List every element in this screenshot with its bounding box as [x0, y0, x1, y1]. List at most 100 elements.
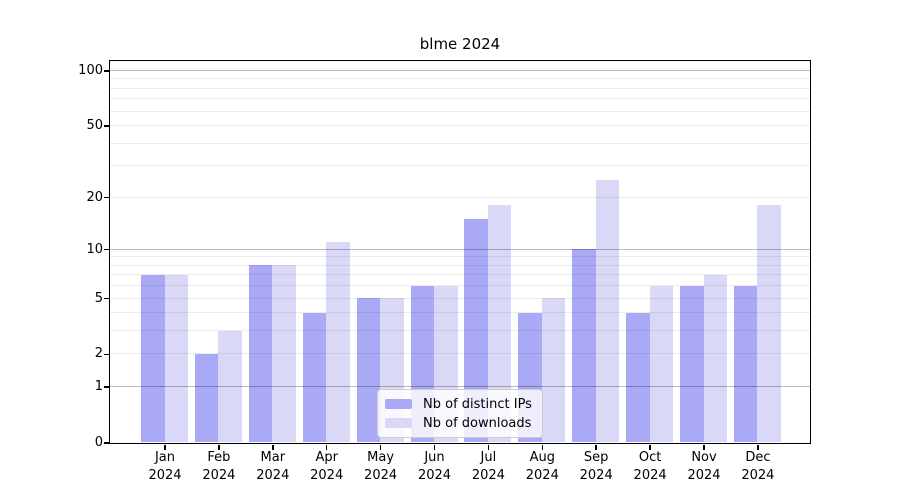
- x-axis-tick-label: Jan 2024: [130, 449, 200, 484]
- bar-downloads: [703, 274, 727, 443]
- legend-item-distinct-ips: Nb of distinct IPs: [385, 396, 542, 413]
- gridline-minor: [109, 274, 810, 276]
- gridline-minor: [109, 78, 810, 80]
- gridline-major: [109, 248, 810, 250]
- x-tick-year: 2024: [364, 467, 398, 483]
- x-axis-tick-label: Dec 2024: [723, 449, 793, 484]
- x-tick-month: Jan: [154, 450, 176, 465]
- gridline-minor: [109, 142, 810, 144]
- x-axis-tick-label: Jun 2024: [400, 449, 470, 484]
- y-axis-tick: [103, 248, 109, 251]
- x-axis-tick: [379, 444, 382, 450]
- bar-distinct-ips: [248, 265, 273, 443]
- y-axis-tick-label: 10: [86, 241, 103, 257]
- x-tick-year: 2024: [633, 467, 667, 483]
- legend: Nb of distinct IPs Nb of downloads: [377, 389, 543, 438]
- y-axis-tick-label: 2: [94, 346, 103, 362]
- gridline-minor: [109, 353, 810, 355]
- x-axis-tick: [595, 444, 597, 450]
- bar-downloads: [487, 205, 512, 443]
- x-tick-year: 2024: [525, 467, 559, 483]
- y-axis-tick: [103, 125, 109, 127]
- x-axis-tick: [433, 444, 436, 450]
- gridline-minor: [109, 165, 810, 167]
- gridline-minor: [109, 125, 810, 127]
- x-tick-month: Mar: [260, 450, 286, 465]
- x-axis-tick-label: Apr 2024: [292, 449, 362, 484]
- y-axis-tick-label: 5: [94, 290, 103, 306]
- x-axis-tick: [703, 444, 705, 450]
- x-tick-month: Jun: [424, 450, 445, 465]
- gridline-minor: [109, 98, 810, 100]
- y-axis-tick: [103, 196, 109, 199]
- bar-distinct-ips: [733, 285, 758, 443]
- bar-downloads: [541, 298, 566, 443]
- x-tick-year: 2024: [417, 467, 452, 483]
- bar-downloads: [218, 330, 242, 443]
- x-tick-month: Sep: [583, 450, 609, 465]
- y-axis-tick: [103, 442, 109, 444]
- bar-distinct-ips: [194, 353, 219, 443]
- x-axis-tick-label: Jul 2024: [453, 449, 523, 484]
- x-axis-tick: [325, 444, 328, 450]
- x-tick-month: Aug: [529, 450, 555, 465]
- y-axis-tick: [103, 70, 109, 72]
- bar-downloads: [326, 242, 350, 443]
- x-tick-year: 2024: [471, 467, 505, 483]
- x-tick-year: 2024: [310, 467, 344, 483]
- bar-distinct-ips: [302, 312, 327, 443]
- bar-distinct-ips: [572, 249, 596, 443]
- bar-distinct-ips: [464, 219, 488, 443]
- x-axis-tick-label: Mar 2024: [238, 449, 308, 484]
- x-axis-tick: [487, 444, 490, 450]
- x-axis-tick: [541, 444, 544, 450]
- plot-area: [108, 59, 811, 444]
- x-axis-tick-label: Oct 2024: [615, 449, 685, 484]
- x-tick-month: Jul: [480, 450, 497, 465]
- chart-title: blme 2024: [419, 35, 501, 53]
- bar-downloads: [272, 265, 296, 443]
- gridline-minor: [109, 264, 810, 266]
- x-tick-month: May: [367, 450, 395, 465]
- gridline-minor: [109, 312, 810, 314]
- x-tick-year: 2024: [579, 467, 613, 483]
- x-tick-month: Dec: [745, 450, 771, 465]
- x-axis-tick-label: Nov 2024: [669, 449, 739, 484]
- x-axis-tick: [164, 444, 166, 450]
- x-axis-tick-label: Feb 2024: [184, 449, 254, 484]
- bar-distinct-ips: [141, 274, 165, 443]
- bar-distinct-ips: [680, 285, 704, 443]
- bar-distinct-ips: [626, 312, 650, 443]
- x-axis-tick-label: May 2024: [346, 449, 416, 484]
- bar-downloads: [649, 285, 674, 443]
- bar-distinct-ips: [356, 298, 381, 443]
- x-axis-tick: [218, 444, 220, 450]
- gridline-minor: [109, 285, 810, 287]
- y-axis-tick: [103, 297, 109, 300]
- legend-label-downloads: Nb of downloads: [423, 415, 532, 431]
- x-tick-month: Apr: [315, 450, 338, 465]
- bar-downloads: [757, 205, 781, 443]
- y-axis-tick-label: 100: [78, 62, 103, 78]
- gridline-minor: [109, 297, 810, 299]
- gridline-minor: [109, 196, 810, 198]
- x-tick-year: 2024: [687, 467, 721, 483]
- x-tick-month: Nov: [691, 450, 717, 465]
- gridline-major: [109, 69, 810, 71]
- gridline-minor: [109, 256, 810, 258]
- x-tick-year: 2024: [256, 467, 290, 483]
- x-axis-tick: [757, 444, 759, 450]
- y-axis-tick-label: 1: [94, 379, 103, 395]
- y-axis-tick-label: 20: [86, 189, 103, 205]
- y-axis-tick-label: 0: [94, 435, 103, 450]
- y-axis-tick-label: 50: [86, 118, 103, 134]
- bar-downloads: [164, 274, 188, 443]
- x-tick-year: 2024: [202, 467, 236, 483]
- y-axis-tick: [103, 386, 109, 388]
- gridline-minor: [109, 87, 810, 89]
- x-tick-month: Oct: [638, 450, 662, 465]
- x-axis-tick: [649, 444, 651, 450]
- bar-downloads: [595, 179, 620, 443]
- gridline-minor: [109, 110, 810, 112]
